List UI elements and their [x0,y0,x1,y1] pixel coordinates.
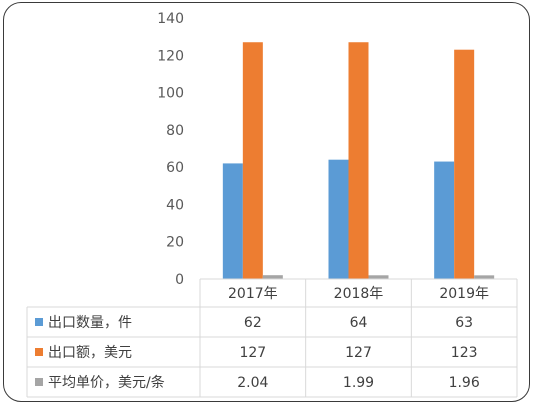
category-label: 2018年 [334,286,384,302]
legend-swatch [35,318,43,326]
y-axis-ticks: 0 20 40 60 80 100 120 140 [157,11,184,288]
bar-1-3 [434,161,455,279]
y-tick-label: 100 [157,86,184,102]
data-label: 1.96 [449,375,480,391]
data-label: 127 [239,345,266,361]
y-tick-label: 140 [157,11,184,27]
series-label: 出口额，美元 [48,345,132,361]
bars [222,42,495,279]
legend-swatch [35,378,43,386]
bar-2-3 [454,49,475,279]
data-label: 123 [451,345,478,361]
data-table-grid [26,278,518,398]
bar-1-2 [328,159,349,279]
category-label: 2017年 [228,286,278,302]
bar-3-2 [368,275,389,279]
y-tick-label: 120 [157,48,184,64]
y-tick-label: 60 [166,160,184,176]
data-label: 63 [455,315,473,331]
bar-2-2 [348,42,369,279]
series-label: 平均单价，美元/条 [48,374,165,391]
y-tick-label: 20 [166,235,184,251]
data-label: 2.04 [237,375,268,391]
bar-2-1 [242,42,263,279]
bar-1-1 [222,163,243,279]
bar-3-3 [474,275,495,279]
data-label: 1.99 [343,375,374,391]
category-label: 2019年 [439,286,489,302]
data-label: 64 [350,315,368,331]
data-label: 127 [345,345,372,361]
data-label: 62 [244,315,262,331]
legend-swatch [35,348,43,356]
y-tick-label: 80 [166,123,184,139]
y-tick-label: 0 [175,272,184,288]
y-tick-label: 40 [166,197,184,213]
series-label: 出口数量，件 [48,315,132,331]
bar-3-1 [262,275,283,279]
